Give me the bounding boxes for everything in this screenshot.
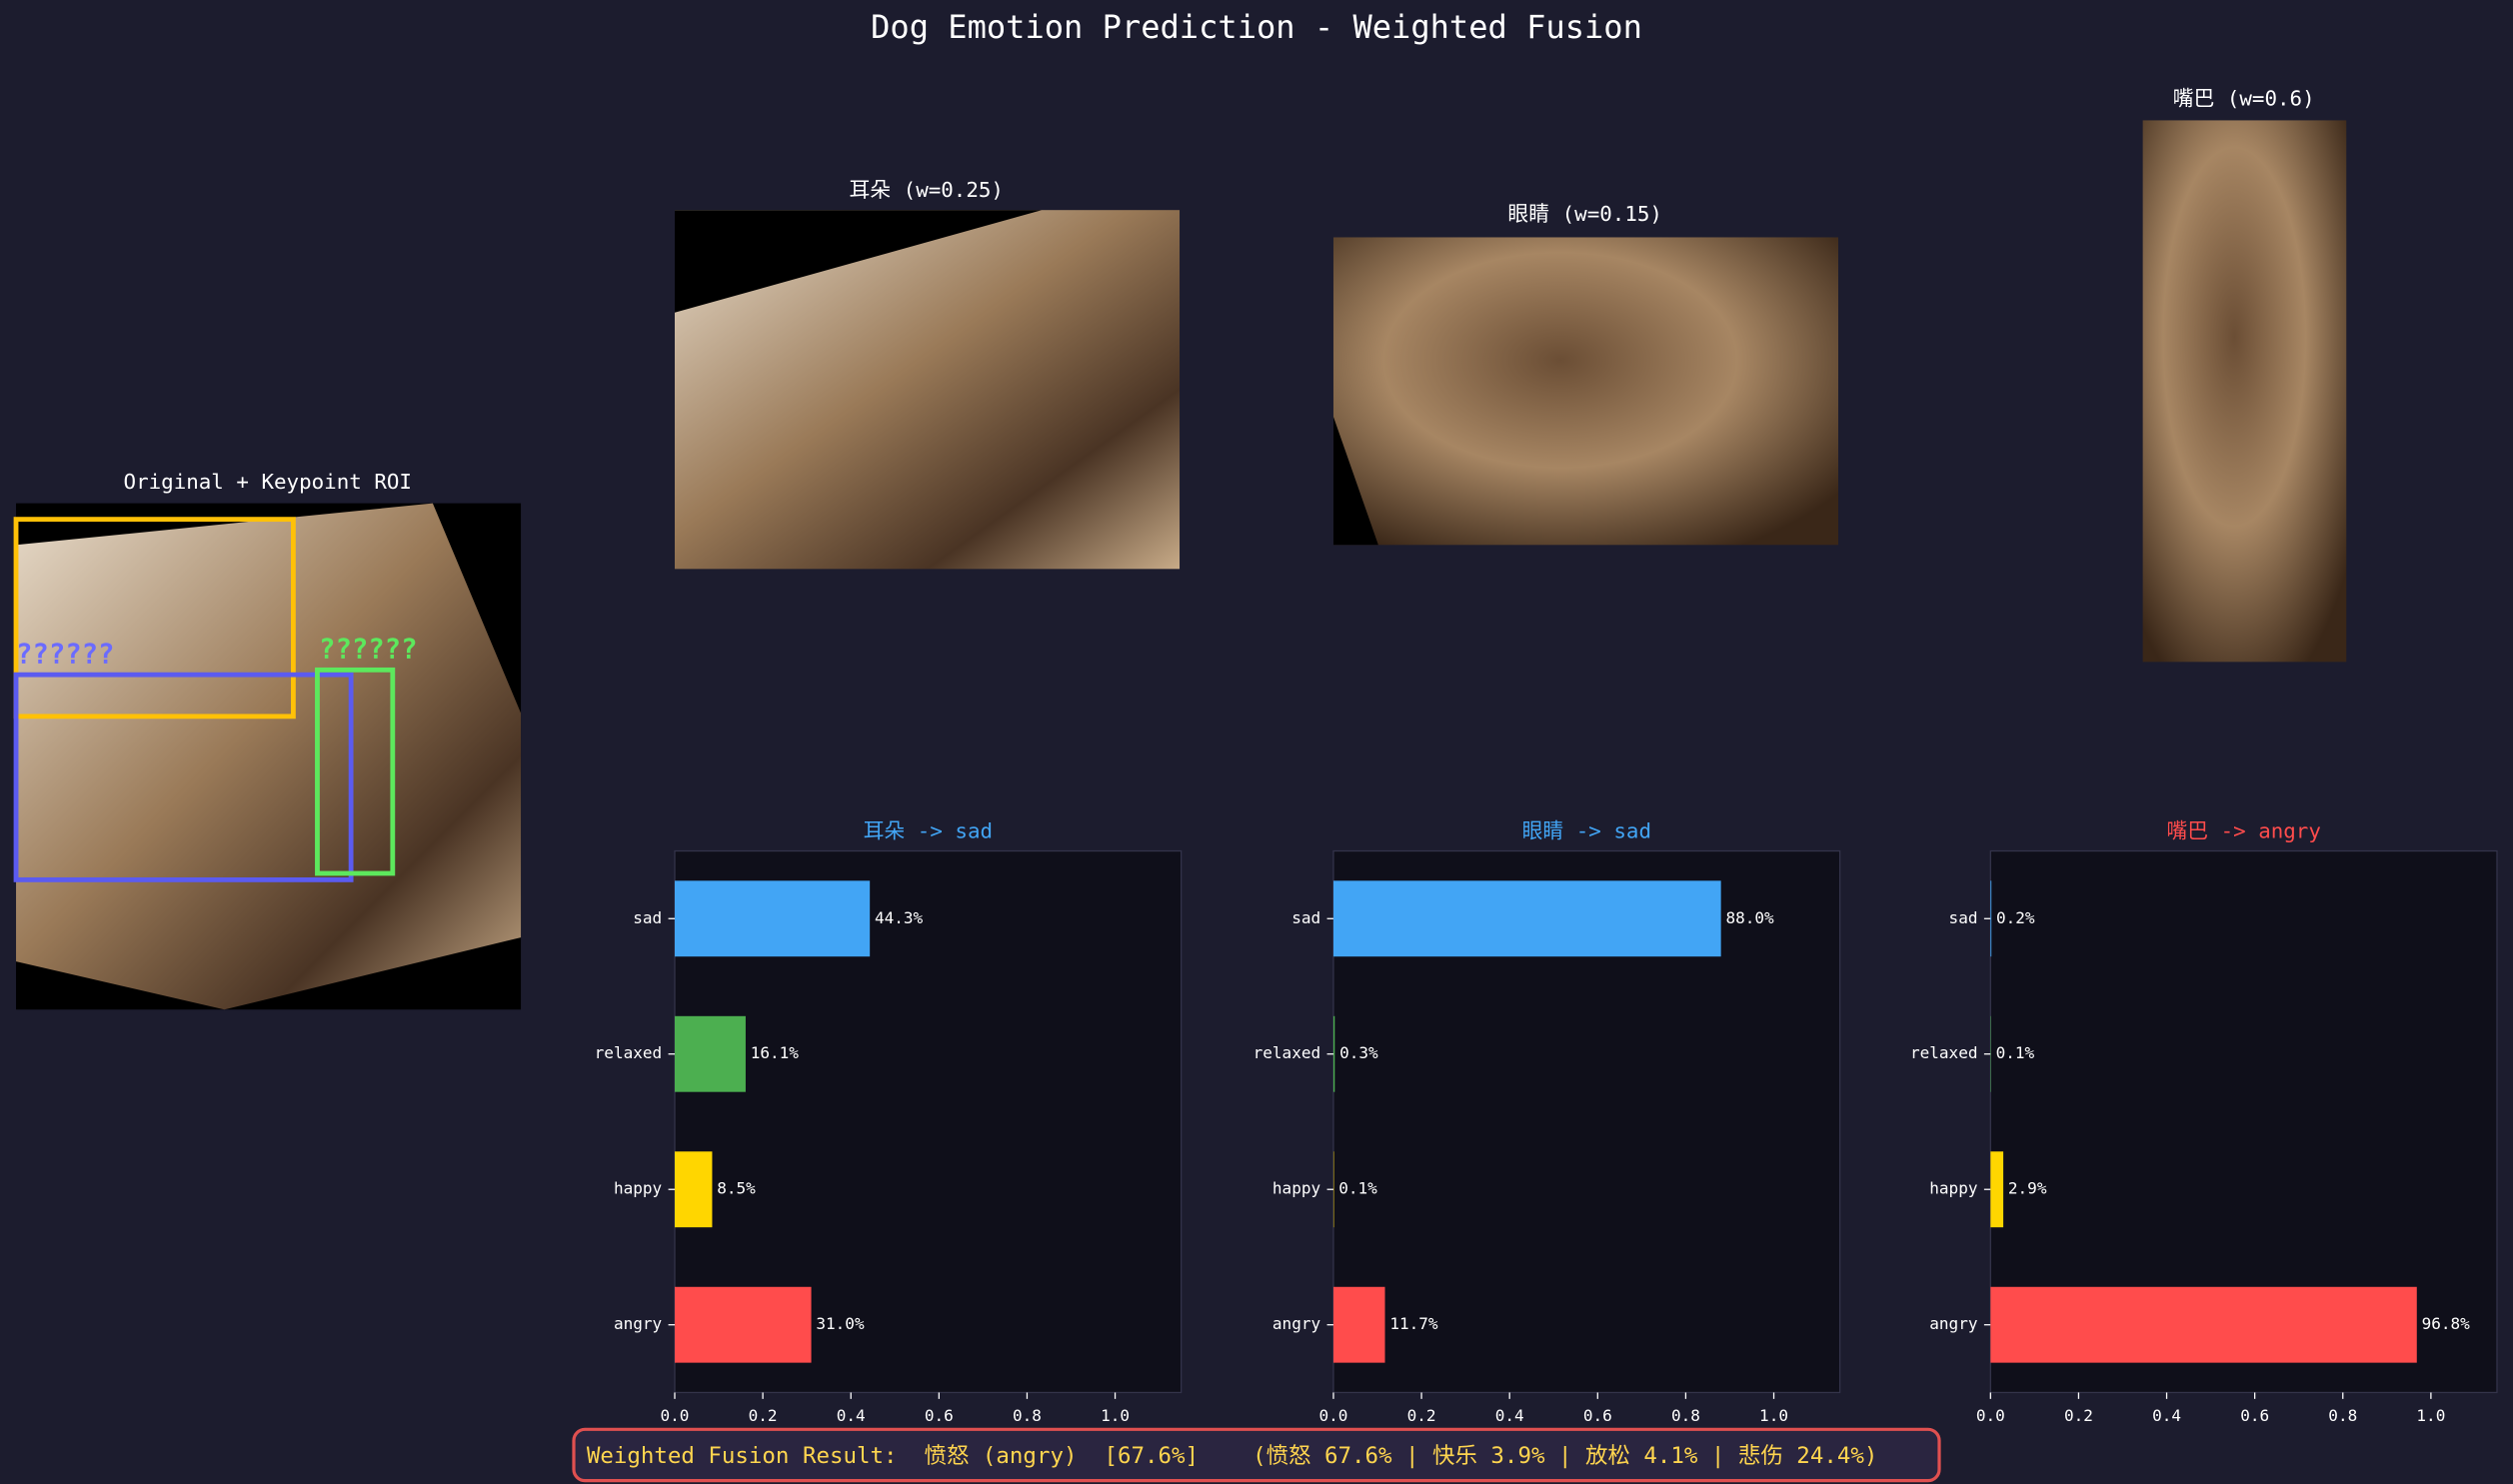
bar [1990,1151,2004,1228]
photo [1332,237,1839,546]
roi-label: ?????? [319,635,417,666]
y-tick-label: happy [614,1179,663,1198]
x-tick-label: 1.0 [2416,1406,2445,1425]
roi-box [13,672,354,882]
value-label: 88.0% [1725,908,1774,927]
chart-title: 耳朵 -> sad [864,818,993,842]
x-tick-label: 1.0 [1101,1406,1130,1425]
y-tick-label: happy [1929,1179,1978,1198]
y-tick-label: relaxed [1254,1043,1321,1062]
bar [1990,880,1992,957]
photo [674,210,1043,313]
bar [674,1015,746,1092]
y-tick-label: sad [1291,908,1320,927]
value-label: 0.1% [1996,1043,2035,1062]
chart-title: 嘴巴 -> angry [2166,818,2321,842]
value-label: 0.2% [1996,908,2035,927]
y-tick-label: happy [1272,1179,1321,1198]
chart-title: 眼睛 -> sad [1522,818,1651,842]
y-tick-label: relaxed [595,1043,663,1062]
x-tick-label: 0.6 [2240,1406,2269,1425]
x-tick-label: 0.0 [661,1406,690,1425]
fusion-result: Weighted Fusion Result: 愤怒 (angry) [67.6… [587,1443,1878,1469]
y-tick-label: angry [614,1314,663,1333]
result-box [572,1427,1941,1483]
x-tick-label: 0.0 [1318,1406,1347,1425]
x-tick-label: 0.8 [1013,1406,1042,1425]
value-label: 11.7% [1389,1314,1438,1333]
x-tick-label: 0.8 [2328,1406,2357,1425]
y-tick-label: sad [633,908,662,927]
x-tick-label: 0.4 [837,1406,866,1425]
x-tick-label: 0.4 [1495,1406,1524,1425]
figure-title: Dog Emotion Prediction - Weighted Fusion [871,8,1642,46]
value-label: 0.1% [1338,1179,1377,1198]
x-tick-label: 0.8 [1671,1406,1700,1425]
x-tick-label: 0.2 [2064,1406,2093,1425]
roi-label: ?????? [16,639,114,670]
bar [674,880,871,957]
image-title: 嘴巴 (w=0.6) [2173,87,2315,111]
photo [2142,120,2347,663]
bar [1332,1286,1385,1363]
bar [1332,880,1721,957]
image-title: 眼睛 (w=0.15) [1507,202,1662,226]
value-label: 0.3% [1339,1043,1378,1062]
x-tick-label: 0.0 [1976,1406,2005,1425]
value-label: 16.1% [751,1043,800,1062]
value-label: 44.3% [875,908,924,927]
roi-box [13,517,296,720]
x-tick-label: 0.4 [2152,1406,2181,1425]
bar [1332,1015,1335,1092]
value-label: 2.9% [2008,1179,2047,1198]
photo [16,503,522,1010]
value-label: 31.0% [816,1314,865,1333]
y-tick-label: angry [1272,1314,1321,1333]
x-tick-label: 1.0 [1759,1406,1788,1425]
bar [1990,1286,2417,1363]
image-title: Original + Keypoint ROI [124,470,412,494]
y-tick-label: sad [1949,908,1978,927]
x-tick-label: 0.6 [925,1406,954,1425]
x-tick-label: 0.6 [1583,1406,1612,1425]
value-label: 8.5% [717,1179,756,1198]
x-tick-label: 0.2 [749,1406,778,1425]
y-tick-label: relaxed [1910,1043,1977,1062]
bar [674,1151,713,1228]
x-tick-label: 0.2 [1407,1406,1436,1425]
bar [674,1286,812,1363]
roi-box [315,667,396,876]
value-label: 96.8% [2422,1314,2471,1333]
y-tick-label: angry [1929,1314,1978,1333]
image-title: 耳朵 (w=0.25) [849,178,1004,202]
charts: 耳朵 -> sad 0.0 0.2 0.4 0.6 0.8 1.0 sad 44.3% relax… [595,818,2498,1425]
